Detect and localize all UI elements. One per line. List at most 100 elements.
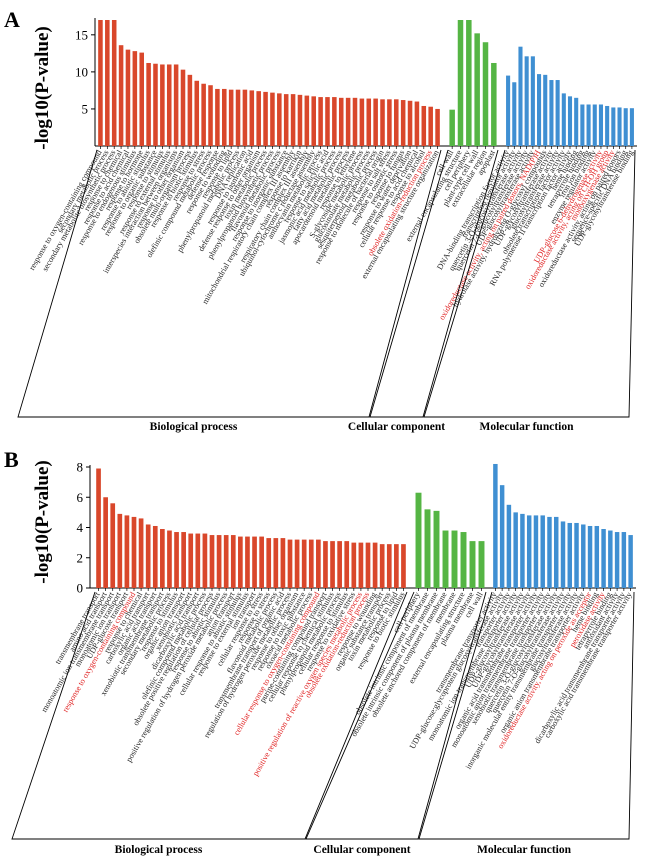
bar <box>366 98 372 146</box>
bar <box>387 99 392 146</box>
bar <box>111 20 117 146</box>
bar <box>195 533 201 588</box>
bar <box>242 89 248 146</box>
group-label: Molecular function <box>477 844 572 856</box>
bar <box>160 529 165 588</box>
bar <box>394 99 399 146</box>
bar <box>228 89 234 146</box>
bar <box>277 93 282 146</box>
bar <box>337 541 342 588</box>
bar <box>117 513 123 588</box>
bar <box>187 74 193 146</box>
bar <box>601 529 606 588</box>
y-tick-label: 2 <box>77 550 84 565</box>
bar <box>125 49 131 146</box>
bar <box>180 69 186 146</box>
group-label: Cellular component <box>348 421 445 433</box>
bar <box>561 93 566 146</box>
bar <box>549 80 554 146</box>
bar <box>608 530 613 588</box>
bar <box>167 530 172 588</box>
bar <box>290 94 296 146</box>
bar <box>345 97 351 146</box>
bar <box>138 518 144 588</box>
group-bracket <box>11 591 408 840</box>
bar <box>415 492 422 588</box>
bar <box>145 524 151 588</box>
bar <box>332 97 337 146</box>
bar <box>518 46 523 146</box>
bar <box>166 64 172 146</box>
bar <box>372 542 378 588</box>
bar <box>449 109 455 146</box>
bar <box>617 107 622 146</box>
bar <box>457 20 464 146</box>
y-tick-label: 8 <box>77 460 84 475</box>
panel-letter: B <box>4 447 19 472</box>
bar <box>318 97 323 146</box>
bar <box>297 94 303 146</box>
bar <box>222 88 227 146</box>
y-tick-label: 0 <box>77 581 84 596</box>
bar <box>466 20 472 146</box>
y-tick-label: 10 <box>75 64 88 79</box>
bar <box>280 538 286 588</box>
bar <box>208 85 213 146</box>
bar <box>587 525 593 588</box>
group-bracket <box>17 149 442 418</box>
bar <box>474 33 480 147</box>
bar <box>629 108 634 146</box>
bar <box>110 503 116 588</box>
bar <box>124 515 130 588</box>
bar <box>238 536 243 588</box>
bar <box>304 95 310 146</box>
bar <box>358 542 364 588</box>
bar <box>554 516 559 588</box>
bar <box>352 97 358 146</box>
bar <box>316 539 321 588</box>
group-label: Molecular function <box>479 421 574 433</box>
bar <box>482 42 489 147</box>
bar <box>580 104 585 146</box>
y-tick-label: 4 <box>77 520 84 535</box>
bar <box>469 541 476 588</box>
bar <box>153 63 158 146</box>
bar <box>386 544 392 588</box>
bar <box>424 509 431 588</box>
bar <box>308 539 314 588</box>
bar <box>537 74 542 146</box>
group-label: Cellular component <box>313 844 410 856</box>
bar <box>506 504 512 588</box>
bar <box>266 538 272 588</box>
bar <box>215 88 220 146</box>
bar <box>560 521 566 588</box>
bar <box>118 45 124 147</box>
bar <box>401 544 406 588</box>
bar <box>270 92 275 146</box>
group-bracket <box>305 591 487 840</box>
bar <box>547 516 552 588</box>
bar <box>245 536 250 588</box>
bar <box>533 515 539 588</box>
bar <box>365 542 371 588</box>
bar <box>628 535 633 588</box>
y-axis-label: -log10(P-value) <box>32 460 53 583</box>
bar <box>435 108 440 146</box>
bar <box>323 541 328 588</box>
y-axis-label: -log10(P-value) <box>32 26 53 149</box>
bar <box>294 539 300 588</box>
bar <box>188 533 194 588</box>
bar <box>442 530 449 588</box>
group-label: Biological process <box>150 421 238 433</box>
bar <box>394 544 399 588</box>
bar <box>379 544 385 588</box>
bar <box>594 525 600 588</box>
bar <box>512 82 517 146</box>
bar <box>230 535 236 588</box>
bar <box>567 96 573 146</box>
bar <box>174 532 179 588</box>
bar <box>555 80 560 146</box>
bar <box>202 533 208 588</box>
